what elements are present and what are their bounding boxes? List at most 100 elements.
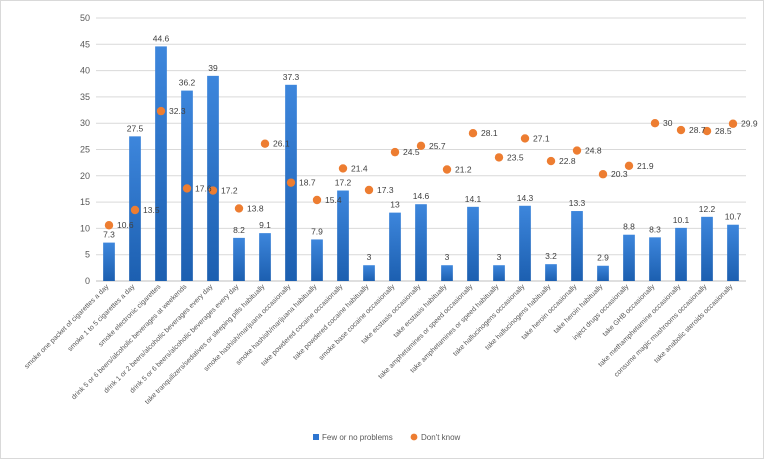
marker-value-label: 21.2 <box>455 164 472 174</box>
bar-value-label: 17.2 <box>335 178 352 188</box>
marker-value-label: 21.4 <box>351 163 368 173</box>
marker-value-label: 25.7 <box>429 141 446 151</box>
marker-point <box>286 178 296 187</box>
marker-point <box>494 153 504 162</box>
marker-point <box>364 185 374 195</box>
marker-value-label: 22.8 <box>559 156 576 166</box>
bar-data-labels: 7.3 27.5 44.6 36.2 39 8.2 9.1 37.3 7.9 17.2 3 13 14.… <box>103 33 741 262</box>
marker-point <box>546 156 556 166</box>
marker-value-label: 17.6 <box>195 183 212 193</box>
x-category-label: take tranquilizers/sedatives or sleeping… <box>144 283 267 406</box>
y-tick-label: 15 <box>80 197 90 207</box>
bar <box>727 224 739 281</box>
marker-value-label: 29.9 <box>741 119 758 129</box>
bar <box>233 237 245 281</box>
x-category-label: take amphetamines or speed occasionally <box>377 283 474 380</box>
marker-value-label: 23.5 <box>507 152 524 162</box>
marker-point <box>338 164 348 173</box>
x-category-label: take GHB occasionally <box>602 283 657 338</box>
marker-value-label: 24.5 <box>403 147 420 157</box>
bar-value-label: 3 <box>497 252 502 262</box>
bar <box>155 46 167 282</box>
marker-point <box>104 221 114 230</box>
legend-label-bars: Few or no problems <box>322 433 393 442</box>
marker-point <box>572 146 582 155</box>
bar <box>337 190 349 281</box>
bar <box>623 234 635 281</box>
marker-value-label: 26.1 <box>273 139 290 149</box>
y-tick-label: 45 <box>80 39 90 49</box>
marker-point <box>468 128 478 138</box>
marker-point <box>156 106 166 116</box>
marker-value-label: 17.2 <box>221 186 238 196</box>
bar <box>467 206 479 281</box>
bar <box>415 204 427 281</box>
marker-value-label: 15.4 <box>325 195 342 205</box>
marker-point <box>702 126 712 136</box>
marker-value-label: 27.1 <box>533 133 550 143</box>
marker-point <box>182 184 192 193</box>
marker-value-label: 17.3 <box>377 185 394 195</box>
bar <box>675 227 687 281</box>
bar-value-label: 36.2 <box>179 78 196 88</box>
bar-value-label: 7.9 <box>311 226 323 236</box>
bar-value-label: 39 <box>208 63 218 73</box>
bar-value-label: 13 <box>390 200 400 210</box>
bar-value-label: 3 <box>367 252 372 262</box>
marker-value-label: 32.3 <box>169 106 186 116</box>
bar <box>571 211 583 281</box>
y-axis-ticks: 0 5 10 15 20 25 30 35 40 45 50 <box>80 13 90 286</box>
marker-value-label: 21.9 <box>637 161 654 171</box>
bar <box>311 239 323 281</box>
bar <box>597 265 609 281</box>
bar <box>441 265 453 281</box>
bar <box>259 233 271 281</box>
marker-point <box>728 119 738 128</box>
bar-value-label: 14.6 <box>413 191 430 201</box>
marker-point <box>520 134 530 143</box>
bar-value-label: 14.3 <box>517 193 534 203</box>
y-tick-label: 40 <box>80 66 90 76</box>
bar <box>519 205 531 281</box>
bar-value-label: 9.1 <box>259 220 271 230</box>
x-axis-category-labels: smoke one packet of cigarettes a daysmok… <box>23 283 734 406</box>
marker-point <box>442 165 452 174</box>
marker-series <box>104 106 738 230</box>
marker-point <box>312 195 322 205</box>
marker-point <box>416 141 426 151</box>
bar-value-label: 10.7 <box>725 212 742 222</box>
y-tick-label: 0 <box>85 276 90 286</box>
bar <box>363 265 375 281</box>
marker-point <box>130 205 140 215</box>
marker-point <box>234 204 244 213</box>
marker-point <box>260 139 270 148</box>
bar-value-label: 37.3 <box>283 72 300 82</box>
marker-point <box>598 170 608 179</box>
bar-value-label: 3 <box>445 252 450 262</box>
marker-value-label: 24.8 <box>585 146 602 156</box>
bar-value-label: 8.8 <box>623 222 635 232</box>
bar-value-label: 44.6 <box>153 33 170 43</box>
y-tick-label: 20 <box>80 171 90 181</box>
bar <box>389 212 401 281</box>
bar <box>649 237 661 281</box>
bar-value-label: 12.2 <box>699 204 716 214</box>
bar-value-label: 3.2 <box>545 251 557 261</box>
y-tick-label: 30 <box>80 118 90 128</box>
y-tick-label: 35 <box>80 92 90 102</box>
bar <box>103 242 115 281</box>
legend-swatch-bars <box>313 434 319 440</box>
marker-value-label: 28.5 <box>715 126 732 136</box>
marker-point <box>650 119 660 128</box>
marker-point <box>208 186 218 195</box>
legend-swatch-markers <box>410 433 418 441</box>
bar <box>701 216 713 281</box>
y-tick-label: 5 <box>85 250 90 260</box>
legend-label-markers: Don't know <box>421 433 461 442</box>
marker-point <box>676 125 686 135</box>
bar-value-label: 13.3 <box>569 198 586 208</box>
bar-value-label: 14.1 <box>465 194 482 204</box>
marker-value-label: 13.5 <box>143 205 160 215</box>
